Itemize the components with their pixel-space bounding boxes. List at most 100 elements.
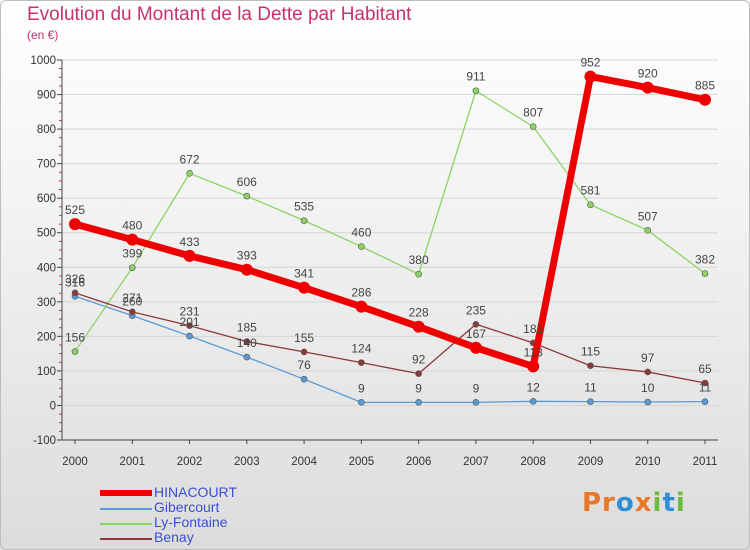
y-tick-label: 400: [37, 262, 56, 274]
data-label-ly-fontaine: 606: [237, 175, 257, 189]
data-point-ly-fontaine: [243, 192, 251, 200]
data-point-hinacourt: [641, 81, 654, 94]
data-label-gibercourt: 76: [297, 358, 311, 372]
data-point-gibercourt: [300, 375, 308, 383]
data-label-ly-fontaine: 156: [65, 331, 85, 345]
data-label-ly-fontaine: 911: [466, 70, 485, 84]
data-point-benay: [358, 359, 365, 366]
data-point-hinacourt: [527, 360, 540, 373]
data-label-benay: 181: [523, 322, 543, 336]
data-label-gibercourt: 9: [358, 381, 365, 395]
data-point-gibercourt: [415, 399, 422, 406]
y-tick-label: 200: [37, 331, 56, 343]
data-point-ly-fontaine: [128, 264, 136, 271]
data-point-benay: [701, 379, 709, 387]
data-point-ly-fontaine: [186, 170, 193, 177]
data-label-benay: 231: [180, 305, 200, 319]
legend-swatch-benay: [100, 538, 152, 540]
y-tick-label: 800: [37, 124, 56, 136]
legend-swatch-gibercourt: [100, 508, 152, 510]
data-point-ly-fontaine: [300, 217, 308, 224]
data-point-gibercourt: [358, 399, 365, 406]
data-point-benay: [71, 289, 79, 297]
legend-swatch-ly-fontaine: [100, 523, 152, 525]
data-point-gibercourt: [644, 398, 652, 406]
legend-label-benay: Benay: [154, 529, 194, 545]
data-label-benay: 115: [581, 345, 600, 359]
data-point-hinacourt: [355, 300, 368, 313]
y-tick-label: 0: [50, 400, 56, 412]
data-point-hinacourt: [126, 233, 139, 246]
series-line-ly-fontaine: [74, 90, 706, 352]
data-point-benay: [300, 348, 308, 356]
data-point-benay: [472, 320, 480, 328]
data-point-gibercourt: [587, 398, 594, 405]
data-label-ly-fontaine: 399: [122, 247, 142, 261]
data-label-benay: 235: [466, 303, 486, 317]
data-label-gibercourt: 140: [237, 336, 257, 350]
data-point-gibercourt: [472, 399, 480, 406]
data-label-ly-fontaine: 382: [695, 252, 715, 266]
y-tick-label: 1000: [30, 55, 56, 67]
data-label-hinacourt: 113: [524, 345, 543, 359]
x-tick-label: 2011: [693, 456, 718, 468]
data-point-benay: [415, 370, 422, 377]
data-point-ly-fontaine: [587, 201, 594, 209]
x-tick-label: 2000: [62, 456, 88, 468]
data-label-gibercourt: 201: [180, 315, 200, 329]
data-label-hinacourt: 525: [65, 203, 85, 217]
data-label-benay: 65: [698, 362, 712, 376]
data-point-benay: [587, 362, 594, 370]
data-label-benay: 326: [65, 272, 85, 286]
data-label-gibercourt: 11: [699, 381, 712, 395]
data-point-ly-fontaine: [71, 348, 79, 355]
y-tick-label: 700: [37, 159, 56, 171]
legend-label-gibercourt: Gibercourt: [154, 499, 220, 515]
x-tick-label: 2001: [119, 456, 145, 468]
data-label-hinacourt: 480: [122, 219, 142, 233]
data-label-hinacourt: 885: [695, 79, 715, 93]
data-label-ly-fontaine: 535: [294, 200, 314, 214]
x-tick-label: 2002: [177, 456, 203, 468]
data-label-benay: 97: [641, 351, 655, 365]
legend-label-ly-fontaine: Ly-Fontaine: [154, 514, 228, 530]
series-line-benay: [74, 292, 706, 384]
data-label-benay: 271: [122, 291, 142, 305]
data-point-ly-fontaine: [701, 270, 709, 277]
y-tick-label: -100: [33, 435, 56, 447]
data-point-hinacourt: [469, 341, 482, 354]
data-label-gibercourt: 9: [473, 381, 480, 395]
data-point-ly-fontaine: [358, 243, 365, 250]
data-point-ly-fontaine: [472, 87, 480, 95]
data-point-benay: [243, 338, 251, 345]
data-point-hinacourt: [69, 218, 81, 231]
data-label-benay: 155: [294, 331, 314, 345]
y-tick-label: 300: [37, 297, 56, 309]
data-point-benay: [186, 322, 193, 329]
data-label-ly-fontaine: 380: [409, 253, 429, 267]
data-label-gibercourt: 9: [415, 381, 422, 395]
data-point-ly-fontaine: [415, 270, 422, 278]
chart-unit: (en €): [27, 28, 59, 42]
data-point-gibercourt: [529, 398, 537, 405]
data-label-ly-fontaine: 507: [638, 209, 658, 223]
proxiti-logo[interactable]: Proxiti: [582, 488, 686, 518]
legend-label-hinacourt: HINACOURT: [154, 484, 237, 500]
data-label-ly-fontaine: 460: [351, 226, 371, 240]
data-point-hinacourt: [240, 263, 253, 276]
data-label-hinacourt: 952: [580, 56, 600, 70]
data-label-benay: 185: [237, 321, 257, 335]
chart-title: Evolution du Montant de la Dette par Hab…: [27, 4, 412, 25]
x-tick-label: 2009: [578, 456, 604, 468]
series-line-gibercourt: [74, 295, 706, 403]
data-label-hinacourt: 286: [351, 286, 371, 300]
data-point-hinacourt: [699, 93, 711, 106]
data-point-hinacourt: [412, 320, 425, 333]
x-tick-label: 2004: [291, 456, 317, 468]
data-point-gibercourt: [701, 398, 709, 405]
x-tick-label: 2010: [635, 456, 661, 468]
data-label-ly-fontaine: 581: [580, 184, 600, 198]
y-tick-label: 500: [37, 228, 56, 240]
data-label-gibercourt: 260: [122, 295, 142, 309]
